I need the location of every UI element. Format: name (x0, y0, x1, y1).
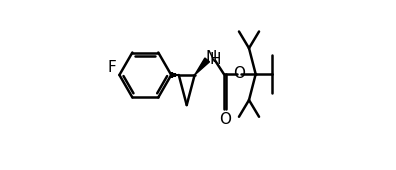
Polygon shape (195, 58, 209, 75)
Text: O: O (233, 66, 245, 81)
Text: H: H (210, 52, 221, 67)
Text: N: N (206, 50, 217, 65)
Text: O: O (219, 112, 231, 127)
Text: F: F (107, 60, 116, 75)
